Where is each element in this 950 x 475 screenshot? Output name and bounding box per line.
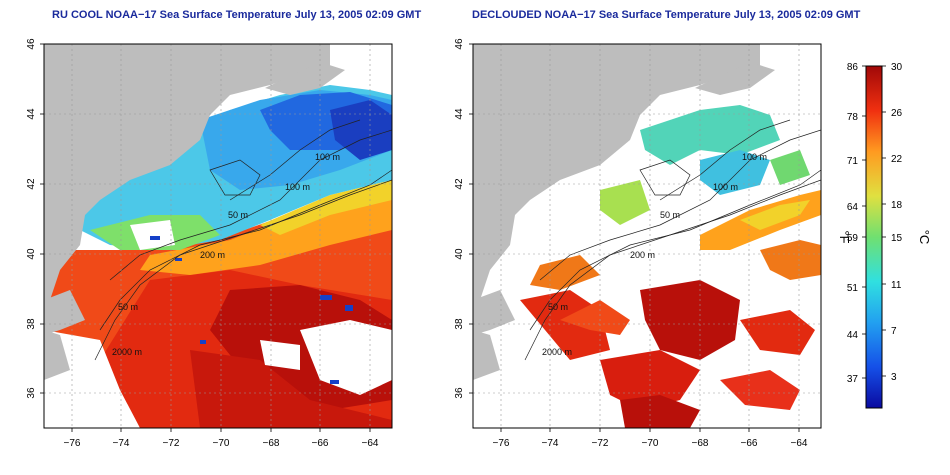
left-ytick-4: 38 xyxy=(26,318,37,330)
left-ytick-5: 36 xyxy=(26,387,37,399)
right-map: 100 m 100 m 50 m 200 m 50 m 2000 m xyxy=(473,44,821,428)
colorbar-f-tick-4: 59 xyxy=(847,233,859,244)
colorbar-c-tick-5: 11 xyxy=(891,280,902,291)
right-ytick-3: 40 xyxy=(454,248,465,260)
left-xtick-1: −74 xyxy=(113,438,130,449)
left-ytick-3: 40 xyxy=(26,248,37,260)
left-contour-label-2: 100 m xyxy=(285,182,310,192)
left-ytick-0: 46 xyxy=(26,38,37,50)
right-xtick-3: −70 xyxy=(642,438,659,449)
colorbar-c-tick-2: 22 xyxy=(891,154,903,165)
right-contour-label-1: 100 m xyxy=(742,152,767,162)
left-contour-label-1: 100 m xyxy=(315,152,340,162)
right-ytick-5: 36 xyxy=(454,387,465,399)
colorbar-f-tick-1: 78 xyxy=(847,112,859,123)
right-contour-label-6: 2000 m xyxy=(542,347,572,357)
colorbar-f-tick-7: 37 xyxy=(847,374,859,385)
left-ytick-2: 42 xyxy=(26,178,37,190)
colorbar-c-tick-0: 30 xyxy=(891,62,903,73)
colorbar-c-tick-7: 3 xyxy=(891,372,897,383)
colorbar-f-tick-0: 86 xyxy=(847,62,859,73)
left-xtick-5: −66 xyxy=(312,438,329,449)
left-ytick-1: 44 xyxy=(26,108,37,120)
right-xtick-6: −64 xyxy=(791,438,808,449)
colorbar xyxy=(865,65,883,409)
colorbar-c-unit: °C xyxy=(917,230,932,245)
right-xtick-5: −66 xyxy=(741,438,758,449)
colorbar-f-tick-2: 71 xyxy=(847,156,859,167)
colorbar-f-tick-5: 51 xyxy=(847,283,859,294)
right-xtick-2: −72 xyxy=(592,438,609,449)
colorbar-c-tick-6: 7 xyxy=(891,326,897,337)
right-axes xyxy=(469,43,800,432)
left-map: 100 m 100 m 50 m 200 m 50 m 2000 m xyxy=(44,44,392,428)
left-xtick-6: −64 xyxy=(362,438,379,449)
right-contour-label-3: 50 m xyxy=(660,210,680,220)
right-ytick-4: 38 xyxy=(454,318,465,330)
right-xtick-0: −76 xyxy=(493,438,510,449)
right-xtick-1: −74 xyxy=(542,438,559,449)
right-panel-title: DECLOUDED NOAA−17 Sea Surface Temperatur… xyxy=(472,9,861,21)
right-contour-label-2: 100 m xyxy=(713,182,738,192)
left-panel-title: RU COOL NOAA−17 Sea Surface Temperature … xyxy=(52,9,422,21)
left-xtick-0: −76 xyxy=(64,438,81,449)
left-map-frame xyxy=(43,43,393,429)
right-map-frame xyxy=(472,43,822,429)
left-contour-label-3: 50 m xyxy=(228,210,248,220)
left-xtick-4: −68 xyxy=(263,438,280,449)
left-contour-label-4: 200 m xyxy=(200,250,225,260)
left-contour-label-6: 2000 m xyxy=(112,347,142,357)
right-ytick-2: 42 xyxy=(454,178,465,190)
right-ytick-1: 44 xyxy=(454,108,465,120)
colorbar-f-tick-3: 64 xyxy=(847,202,859,213)
right-xtick-4: −68 xyxy=(692,438,709,449)
colorbar-f-tick-6: 44 xyxy=(847,330,859,341)
left-contour-label-5: 50 m xyxy=(118,302,138,312)
right-contour-label-4: 200 m xyxy=(630,250,655,260)
colorbar-f-unit: °F xyxy=(837,230,852,243)
right-ytick-0: 46 xyxy=(454,38,465,50)
colorbar-c-tick-4: 15 xyxy=(891,233,903,244)
colorbar-c-tick-1: 26 xyxy=(891,108,903,119)
colorbar-c-tick-3: 18 xyxy=(891,200,903,211)
left-xtick-3: −70 xyxy=(213,438,230,449)
left-axes xyxy=(40,43,371,432)
left-xtick-2: −72 xyxy=(163,438,180,449)
right-contour-label-5: 50 m xyxy=(548,302,568,312)
